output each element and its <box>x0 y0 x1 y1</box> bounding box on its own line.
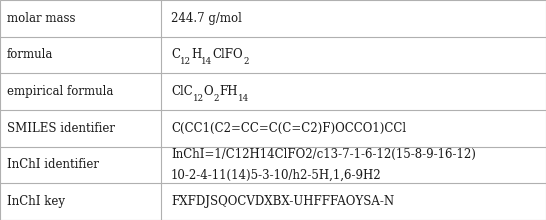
Text: O: O <box>204 85 213 98</box>
Text: 14: 14 <box>238 94 248 103</box>
Text: 244.7 g/mol: 244.7 g/mol <box>171 12 242 25</box>
Text: ClFO: ClFO <box>212 48 243 62</box>
Text: SMILES identifier: SMILES identifier <box>7 122 115 135</box>
Text: InChI identifier: InChI identifier <box>7 158 98 172</box>
Text: FH: FH <box>219 85 238 98</box>
Text: C(CC1(C2=CC=C(C=C2)F)OCCO1)CCl: C(CC1(C2=CC=C(C=C2)F)OCCO1)CCl <box>171 122 406 135</box>
Text: FXFDJSQOCVDXBX-UHFFFAOYSA-N: FXFDJSQOCVDXBX-UHFFFAOYSA-N <box>171 195 394 208</box>
Text: 14: 14 <box>201 57 212 66</box>
Text: InChI=1/C12H14ClFO2/c13-7-1-6-12(15-8-9-16-12): InChI=1/C12H14ClFO2/c13-7-1-6-12(15-8-9-… <box>171 148 476 161</box>
Text: H: H <box>191 48 201 62</box>
Text: empirical formula: empirical formula <box>7 85 113 98</box>
Text: 2: 2 <box>243 57 248 66</box>
Text: 10-2-4-11(14)5-3-10/h2-5H,1,6-9H2: 10-2-4-11(14)5-3-10/h2-5H,1,6-9H2 <box>171 169 382 182</box>
Text: ClC: ClC <box>171 85 193 98</box>
Text: C: C <box>171 48 180 62</box>
Text: InChI key: InChI key <box>7 195 64 208</box>
Text: molar mass: molar mass <box>7 12 75 25</box>
Text: 12: 12 <box>193 94 204 103</box>
Text: 2: 2 <box>213 94 219 103</box>
Text: 12: 12 <box>180 57 191 66</box>
Text: formula: formula <box>7 48 53 62</box>
